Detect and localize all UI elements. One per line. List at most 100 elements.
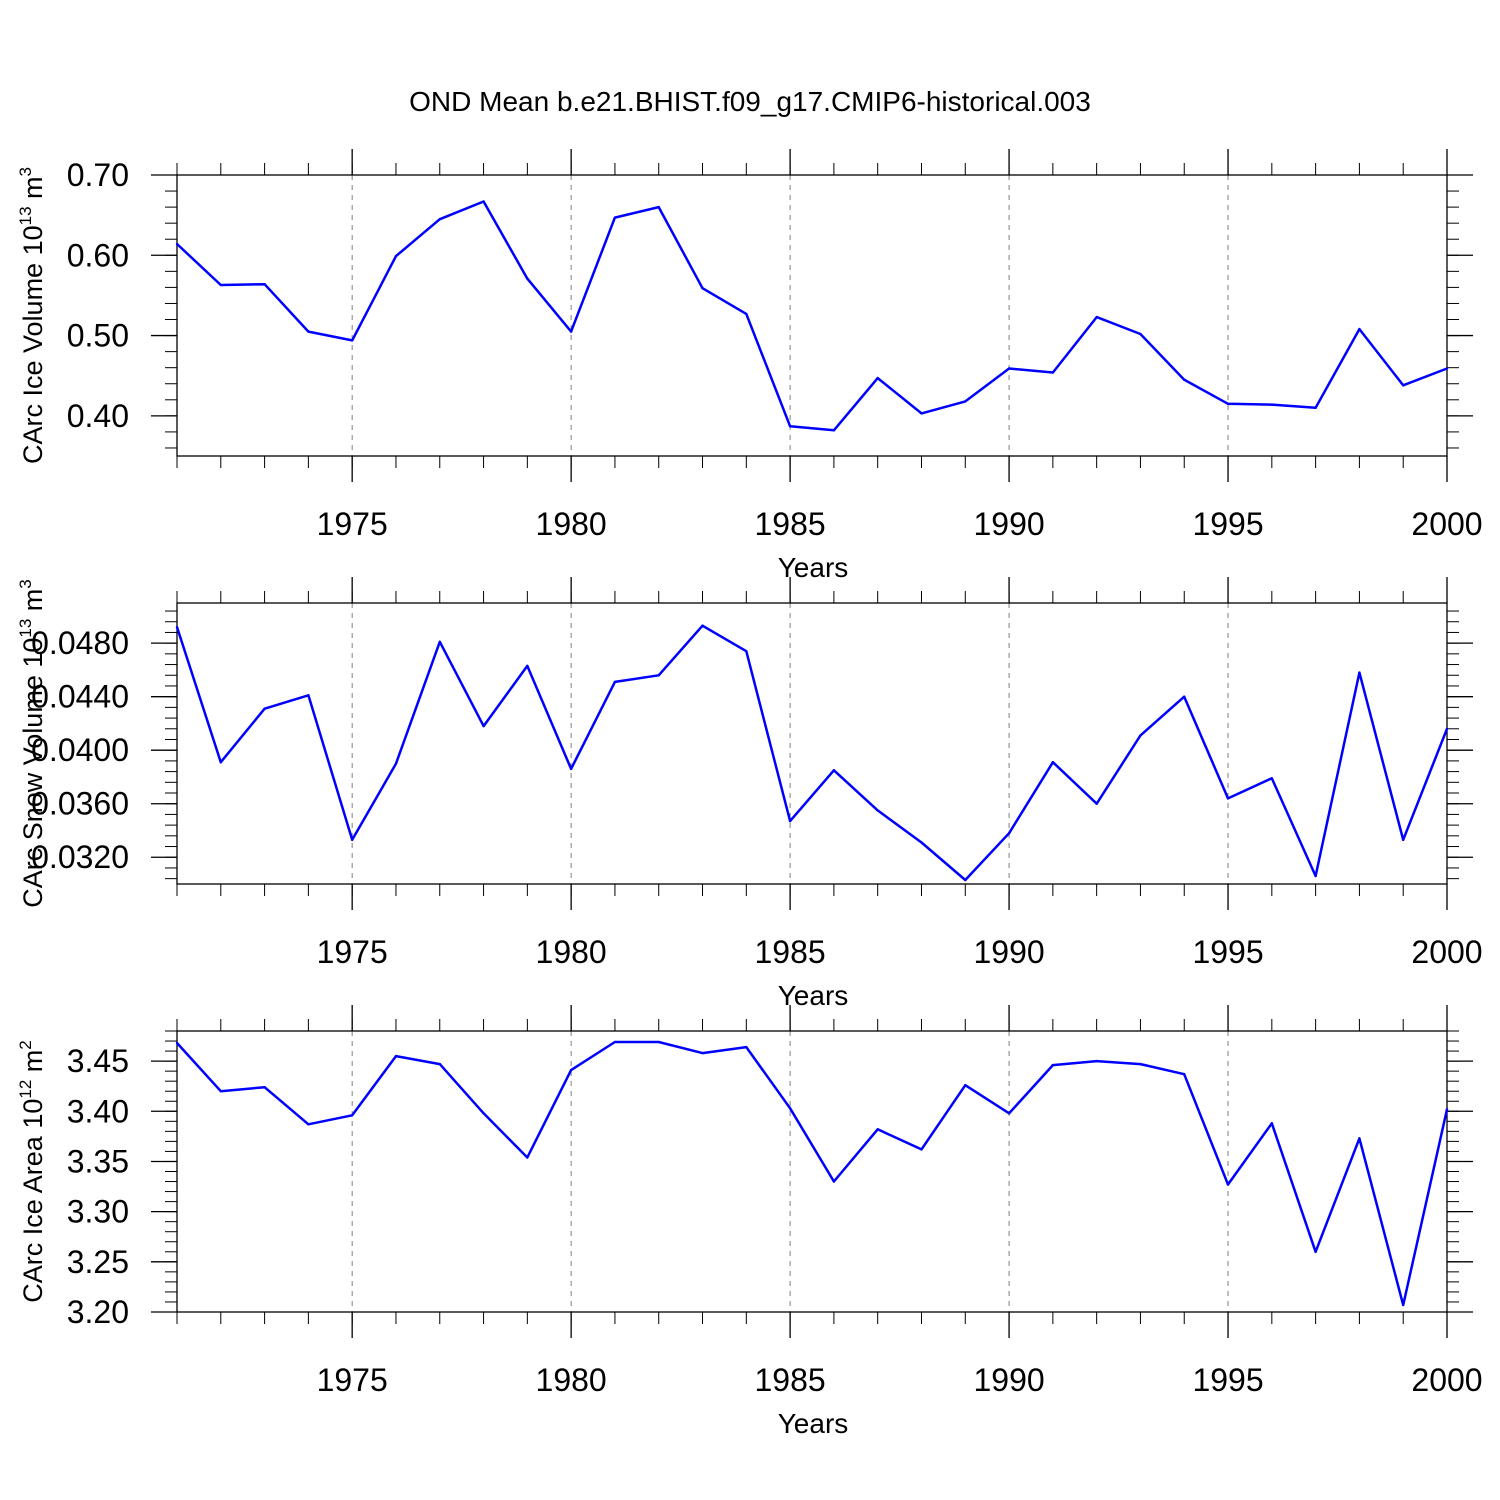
x-axis-label: Years xyxy=(778,980,849,1011)
data-point xyxy=(876,376,879,380)
y-axis-label-unit: m xyxy=(18,1050,48,1080)
data-point xyxy=(701,624,704,627)
data-point xyxy=(1183,695,1186,698)
plot-frame xyxy=(176,174,1448,457)
data-point xyxy=(745,312,748,316)
chart-panel-2: 1975 1980 1985 1990 1995 2000 0.0320 0.0360 0.04… xyxy=(16,577,1483,1011)
data-point xyxy=(788,1107,792,1110)
data-point xyxy=(1139,332,1142,336)
data-point xyxy=(964,1083,967,1087)
x-tick-label: 1985 xyxy=(755,1362,826,1398)
data-point xyxy=(1183,378,1186,381)
y-axis-label-unit: m xyxy=(18,589,48,619)
y-tick-label: 0.60 xyxy=(67,237,129,273)
y-axis-label-unit-exponent: 3 xyxy=(16,167,35,176)
data-point xyxy=(219,283,222,287)
x-tick-label: 1975 xyxy=(317,506,388,542)
y-tick-label: 0.40 xyxy=(67,398,129,434)
data-point xyxy=(394,254,398,258)
data-point xyxy=(526,277,529,280)
data-point xyxy=(701,287,704,290)
x-tick-label: 1980 xyxy=(536,506,607,542)
data-point xyxy=(482,724,485,728)
data-point xyxy=(613,216,617,219)
data-point xyxy=(263,282,266,286)
y-tick-label: 0.0360 xyxy=(31,786,129,822)
x-tick-label: 1990 xyxy=(973,506,1044,542)
data-point xyxy=(1226,797,1230,800)
data-point xyxy=(263,707,266,710)
y-tick-label: 0.0440 xyxy=(31,679,129,715)
data-point xyxy=(964,400,967,403)
data-point xyxy=(920,412,923,415)
data-point xyxy=(307,1123,310,1126)
data-point xyxy=(1139,1062,1142,1066)
plot-frame xyxy=(176,602,1448,885)
series-line xyxy=(176,1040,1449,1307)
x-tick-label: 1985 xyxy=(755,934,826,970)
data-point xyxy=(1095,315,1098,319)
data-point xyxy=(1314,1250,1317,1253)
y-tick-label: 3.30 xyxy=(67,1194,129,1230)
x-tick-label: 2000 xyxy=(1411,506,1482,542)
y-tick-label: 3.35 xyxy=(67,1143,129,1179)
data-point xyxy=(1226,402,1230,406)
x-tick-label: 1985 xyxy=(755,506,826,542)
x-tick-label: 1980 xyxy=(536,1362,607,1398)
series-line xyxy=(176,200,1448,432)
data-point xyxy=(1226,1183,1230,1186)
data-point xyxy=(1402,1303,1405,1307)
chart-panel-1: 1975 1980 1985 1990 1995 2000 0.40 0.50 0.60 0.70… xyxy=(16,149,1483,583)
data-point xyxy=(1051,371,1055,374)
data-point xyxy=(1095,1059,1098,1063)
chart-panels: 1975 1980 1985 1990 1995 2000 0.40 0.50 0.60 0.70… xyxy=(16,149,1483,1439)
x-tick-label: 1995 xyxy=(1192,506,1263,542)
data-point xyxy=(920,841,923,844)
y-tick-label: 0.50 xyxy=(67,318,129,354)
data-point xyxy=(1007,367,1011,370)
data-point xyxy=(613,680,617,684)
data-point xyxy=(788,819,792,823)
data-point xyxy=(1445,367,1449,370)
data-point xyxy=(394,762,398,765)
y-axis-label-unit-exponent: 3 xyxy=(16,579,35,588)
data-point xyxy=(876,1128,879,1131)
data-point xyxy=(745,1045,748,1049)
x-axis-label: Years xyxy=(778,552,849,583)
series-line xyxy=(175,624,1449,882)
data-point xyxy=(832,1180,836,1183)
data-point xyxy=(1358,1137,1361,1140)
x-tick-label: 1990 xyxy=(973,1362,1044,1398)
data-point xyxy=(1270,403,1274,406)
data-point xyxy=(438,640,441,644)
data-point xyxy=(788,425,792,428)
x-tick-label: 1990 xyxy=(973,934,1044,970)
data-point xyxy=(175,242,179,246)
x-tick-label: 1995 xyxy=(1192,934,1263,970)
data-point xyxy=(219,1090,222,1093)
data-point xyxy=(1402,384,1405,387)
data-point xyxy=(964,878,967,882)
data-point xyxy=(1314,406,1317,410)
y-tick-label: 3.40 xyxy=(67,1093,129,1129)
data-point xyxy=(832,769,836,772)
data-point xyxy=(1183,1072,1186,1076)
data-point xyxy=(1095,802,1098,805)
y-axis-label-unit-exponent: 2 xyxy=(16,1040,35,1049)
data-point xyxy=(1314,874,1317,878)
y-axis-label-exponent: 12 xyxy=(16,1080,35,1099)
data-point xyxy=(350,339,354,342)
y-axis-label: CArc Snow Volume 1013 m3 xyxy=(16,579,48,908)
data-point xyxy=(657,205,660,209)
data-point xyxy=(613,1040,617,1044)
data-point xyxy=(920,1148,923,1151)
y-tick-label: 0.70 xyxy=(67,157,129,193)
y-axis-label: CArc Ice Area 1012 m2 xyxy=(16,1040,48,1303)
x-tick-label: 1975 xyxy=(317,934,388,970)
data-point xyxy=(1007,1112,1011,1115)
data-point xyxy=(438,1062,441,1066)
data-point xyxy=(526,1156,529,1159)
y-axis-label-text: CArc Snow Volume 10 xyxy=(18,638,48,908)
data-point xyxy=(219,761,222,764)
